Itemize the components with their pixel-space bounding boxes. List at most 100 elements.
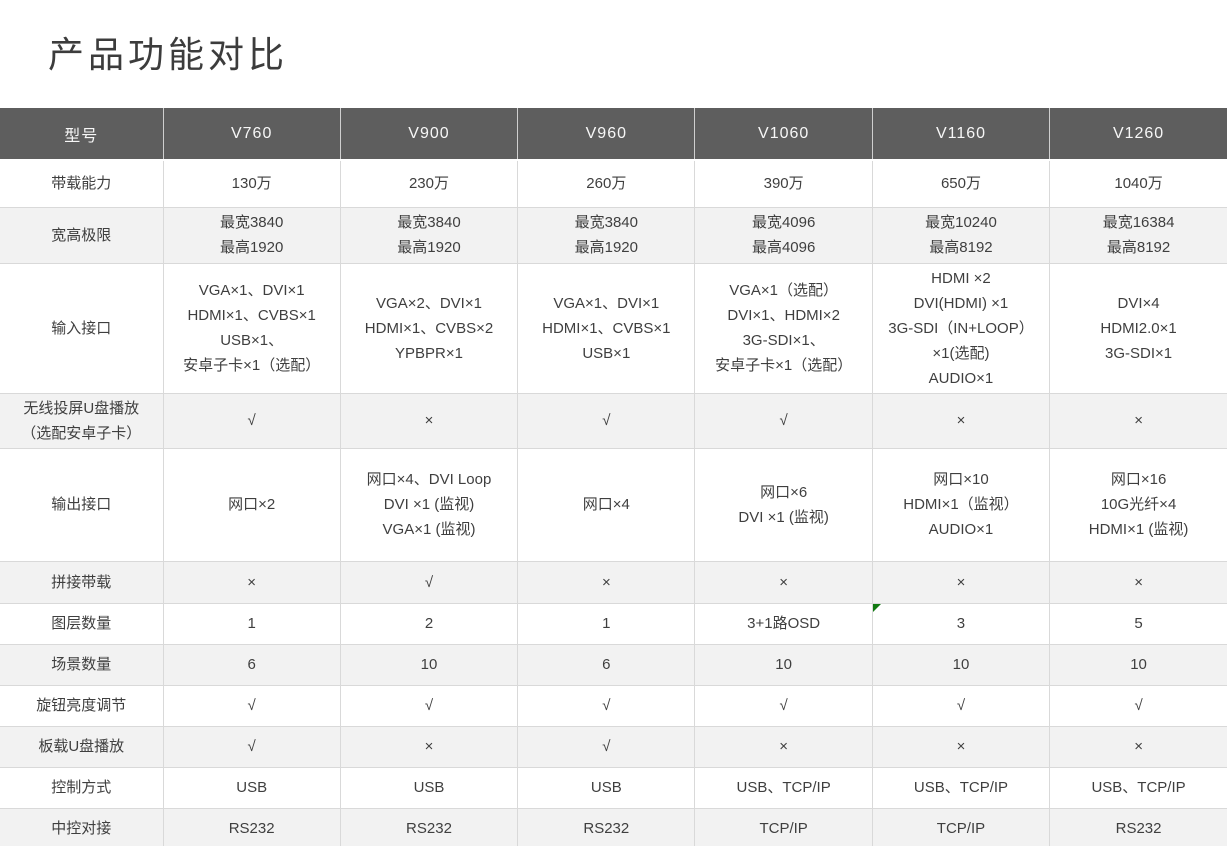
value-cell: × [694,560,873,604]
row-label-cell: 宽高极限 [0,206,164,264]
row-label-cell: 旋钮亮度调节 [0,684,164,727]
value-cell: RS232 [517,807,696,846]
table-row-output-ports: 输出接口 网口×2 网口×4、DVI Loop DVI ×1 (监视) VGA×… [0,447,1227,562]
row-label-cell: 图层数量 [0,602,164,645]
value-cell: √ [339,560,519,604]
value-cell: 10 [339,643,519,686]
header-cell-model: V1260 [1049,108,1227,161]
table-row-max-dimensions: 宽高极限 最宽3840 最高1920 最宽3840 最高1920 最宽3840 … [0,206,1227,264]
value-cell: 230万 [339,159,519,208]
value-cell: √ [871,684,1051,727]
header-cell-model: V1160 [872,108,1051,161]
value-cell: 最宽4096 最高4096 [694,206,873,264]
header-cell-model: V760 [163,108,341,161]
value-cell: × [517,560,696,604]
value-cell: √ [517,392,696,449]
row-label-cell: 控制方式 [0,766,164,809]
row-label-cell: 输入接口 [0,262,164,394]
value-cell: 网口×10 HDMI×1（监视） AUDIO×1 [871,447,1051,562]
value-cell: 6 [162,643,341,686]
value-cell: RS232 [162,807,341,846]
value-cell: 网口×16 10G光纤×4 HDMI×1 (监视) [1049,447,1227,562]
value-cell: 130万 [162,159,341,208]
value-cell: 650万 [871,159,1051,208]
value-cell: 10 [871,643,1051,686]
product-comparison-table: 型号 V760 V900 V960 V1060 V1160 V1260 带载能力… [0,108,1227,846]
value-cell: 网口×4、DVI Loop DVI ×1 (监视) VGA×1 (监视) [339,447,519,562]
value-cell: 最宽10240 最高8192 [871,206,1051,264]
value-cell: × [339,392,519,449]
value-cell: 最宽16384 最高8192 [1049,206,1227,264]
value-cell: 网口×2 [162,447,341,562]
value-cell: 390万 [694,159,873,208]
value-cell: 260万 [517,159,696,208]
value-cell: √ [162,392,341,449]
value-cell: RS232 [1049,807,1227,846]
value-cell: 网口×6 DVI ×1 (监视) [694,447,873,562]
value-cell: × [1049,560,1227,604]
value-cell: USB [517,766,696,809]
value-cell: TCP/IP [871,807,1051,846]
table-header-row: 型号 V760 V900 V960 V1060 V1160 V1260 [0,108,1227,161]
table-row-input-ports: 输入接口 VGA×1、DVI×1 HDMI×1、CVBS×1 USB×1、 安卓… [0,262,1227,394]
row-label-cell: 拼接带载 [0,560,164,604]
comment-flag-icon [872,603,881,612]
value-cell: 网口×4 [517,447,696,562]
value-cell: √ [694,392,873,449]
value-cell: 1 [517,602,696,645]
value-cell: USB [339,766,519,809]
row-label-cell: 板载U盘播放 [0,725,164,768]
row-label-cell: 带载能力 [0,159,164,208]
value-cell: 最宽3840 最高1920 [517,206,696,264]
value-cell: RS232 [339,807,519,846]
value-cell: × [339,725,519,768]
value-cell: USB [162,766,341,809]
table-row-control-method: 控制方式 USB USB USB USB、TCP/IP USB、TCP/IP U… [0,766,1227,809]
table-row-layer-count: 图层数量 1 2 1 3+1路OSD 3 5 [0,602,1227,645]
header-cell-model: V1060 [694,108,873,161]
value-cell: USB、TCP/IP [871,766,1051,809]
value-cell: VGA×1、DVI×1 HDMI×1、CVBS×1 USB×1、 安卓子卡×1（… [162,262,341,394]
value-cell: × [871,392,1051,449]
table-row-central-control: 中控对接 RS232 RS232 RS232 TCP/IP TCP/IP RS2… [0,807,1227,846]
value-cell: 10 [694,643,873,686]
value-cell: 1040万 [1049,159,1227,208]
table-row-splice-load: 拼接带载 × √ × × × × [0,560,1227,604]
table-row-load-capacity: 带载能力 130万 230万 260万 390万 650万 1040万 [0,159,1227,208]
value-cell: DVI×4 HDMI2.0×1 3G-SDI×1 [1049,262,1227,394]
value-cell: √ [694,684,873,727]
value-cell: × [1049,392,1227,449]
value-cell: 3+1路OSD [694,602,873,645]
value-cell: 2 [339,602,519,645]
value-cell: 6 [517,643,696,686]
value-cell: × [162,560,341,604]
value-cell: VGA×1（选配） DVI×1、HDMI×2 3G-SDI×1、 安卓子卡×1（… [694,262,873,394]
value-cell: VGA×1、DVI×1 HDMI×1、CVBS×1 USB×1 [517,262,696,394]
value-cell: VGA×2、DVI×1 HDMI×1、CVBS×2 YPBPR×1 [339,262,519,394]
value-text: 3 [956,615,966,632]
row-label-cell: 中控对接 [0,807,164,846]
table-row-wireless-cast-usb: 无线投屏U盘播放 （选配安卓子卡） √ × √ √ × × [0,392,1227,449]
table-row-onboard-usb-play: 板载U盘播放 √ × √ × × × [0,725,1227,768]
value-cell: × [871,725,1051,768]
value-cell: √ [162,684,341,727]
value-cell: √ [162,725,341,768]
value-cell: × [871,560,1051,604]
value-cell: 5 [1049,602,1227,645]
value-cell: 10 [1049,643,1227,686]
value-cell: √ [1049,684,1227,727]
row-label-cell: 无线投屏U盘播放 （选配安卓子卡） [0,392,164,449]
value-cell: USB、TCP/IP [694,766,873,809]
value-cell: HDMI ×2 DVI(HDMI) ×1 3G-SDI（IN+LOOP） ×1(… [871,262,1051,394]
value-cell: √ [517,725,696,768]
value-cell: 最宽3840 最高1920 [339,206,519,264]
value-cell: √ [339,684,519,727]
table-row-scene-count: 场景数量 6 10 6 10 10 10 [0,643,1227,686]
value-cell-with-flag: 3 [871,602,1051,645]
value-cell: TCP/IP [694,807,873,846]
header-cell-model-label: 型号 [0,108,164,161]
value-cell: USB、TCP/IP [1049,766,1227,809]
row-label-cell: 输出接口 [0,447,164,562]
value-cell: × [1049,725,1227,768]
